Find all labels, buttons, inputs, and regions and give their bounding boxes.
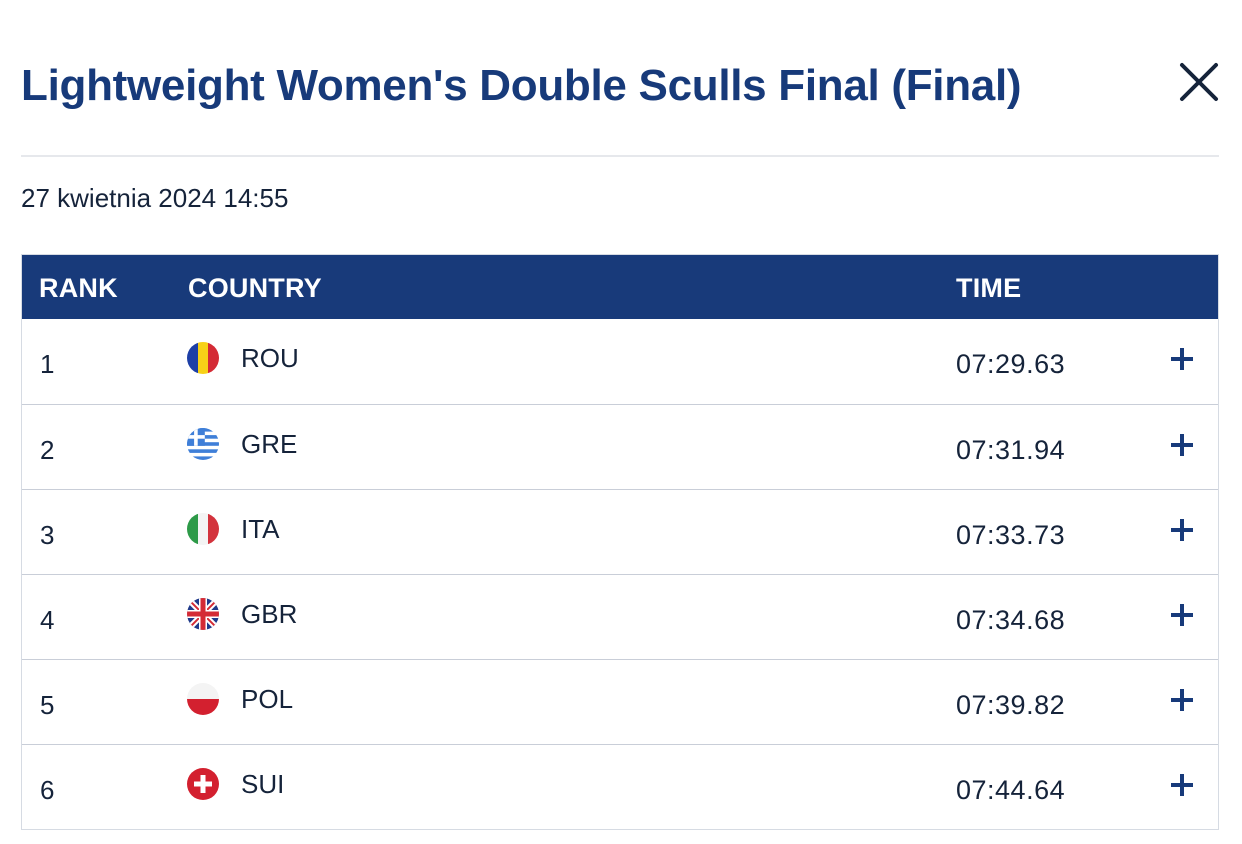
country-code: GRE <box>241 429 298 459</box>
table-row: 4 GBR 07:34.68 <box>22 574 1218 659</box>
results-table: RANK COUNTRY TIME 1 ROU 07:29.63 2 <box>21 254 1219 830</box>
country-code: POL <box>241 684 294 714</box>
time-cell: 07:44.64 <box>956 775 1066 805</box>
close-icon <box>1180 63 1218 101</box>
rank-cell: 2 <box>40 435 55 465</box>
plus-icon[interactable] <box>1168 345 1196 373</box>
plus-icon[interactable] <box>1168 686 1196 714</box>
table-row: 3 ITA 07:33.73 <box>22 489 1218 574</box>
header-divider <box>21 155 1219 157</box>
switzerland-flag-icon <box>187 768 219 800</box>
table-row: 6 SUI 07:44.64 <box>22 744 1218 829</box>
table-body: 1 ROU 07:29.63 2 <box>22 319 1218 829</box>
rank-cell: 4 <box>40 605 55 635</box>
column-header-country: COUNTRY <box>188 273 322 303</box>
plus-icon[interactable] <box>1168 431 1196 459</box>
time-cell: 07:31.94 <box>956 435 1066 465</box>
rank-cell: 1 <box>40 349 55 379</box>
rank-cell: 5 <box>40 690 55 720</box>
table-row: 5 POL 07:39.82 <box>22 659 1218 744</box>
plus-icon[interactable] <box>1168 516 1196 544</box>
table-header: RANK COUNTRY TIME <box>22 255 1218 319</box>
time-cell: 07:39.82 <box>956 690 1066 720</box>
greece-flag-icon <box>187 428 219 460</box>
uk-flag-icon <box>187 598 219 630</box>
country-code: ROU <box>241 343 299 373</box>
time-cell: 07:33.73 <box>956 520 1066 550</box>
plus-icon[interactable] <box>1168 771 1196 799</box>
italy-flag-icon <box>187 513 219 545</box>
plus-icon[interactable] <box>1168 601 1196 629</box>
rank-cell: 3 <box>40 520 55 550</box>
table-row: 1 ROU 07:29.63 <box>22 319 1218 404</box>
table-row: 2 GRE 07:31.94 <box>22 404 1218 489</box>
close-button[interactable] <box>1177 60 1221 104</box>
column-header-rank: RANK <box>39 273 118 303</box>
rank-cell: 6 <box>40 775 55 805</box>
country-code: ITA <box>241 514 280 544</box>
column-header-time: TIME <box>956 273 1022 303</box>
country-code: SUI <box>241 769 285 799</box>
poland-flag-icon <box>187 683 219 715</box>
country-code: GBR <box>241 599 298 629</box>
modal-header: Lightweight Women's Double Sculls Final … <box>21 54 1221 118</box>
romania-flag-icon <box>187 342 219 374</box>
time-cell: 07:34.68 <box>956 605 1066 635</box>
event-date: 27 kwietnia 2024 14:55 <box>21 183 289 213</box>
time-cell: 07:29.63 <box>956 349 1066 379</box>
modal-title: Lightweight Women's Double Sculls Final … <box>21 61 1022 110</box>
